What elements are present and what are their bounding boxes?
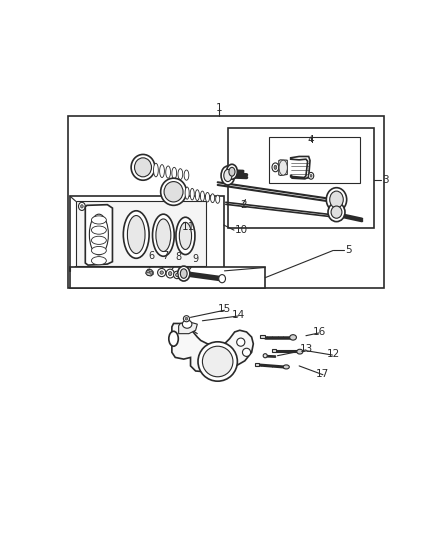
Polygon shape: [172, 324, 253, 372]
Ellipse shape: [156, 219, 171, 252]
Ellipse shape: [326, 188, 346, 212]
Ellipse shape: [297, 349, 303, 354]
Text: 4: 4: [308, 135, 314, 145]
Text: 16: 16: [313, 327, 326, 337]
Polygon shape: [70, 196, 224, 271]
Text: 12: 12: [326, 349, 340, 359]
Bar: [268, 137, 360, 183]
Ellipse shape: [330, 191, 343, 208]
Ellipse shape: [92, 216, 106, 224]
Ellipse shape: [195, 190, 199, 200]
Ellipse shape: [263, 354, 267, 358]
Ellipse shape: [202, 346, 233, 377]
Polygon shape: [146, 269, 153, 276]
Ellipse shape: [152, 214, 174, 256]
Ellipse shape: [182, 320, 192, 328]
Ellipse shape: [92, 256, 106, 265]
Bar: [260, 335, 265, 338]
Ellipse shape: [180, 269, 187, 278]
Ellipse shape: [237, 338, 245, 346]
Ellipse shape: [172, 167, 177, 179]
Ellipse shape: [179, 222, 191, 249]
Ellipse shape: [229, 167, 235, 176]
Polygon shape: [291, 157, 310, 179]
Ellipse shape: [185, 317, 188, 320]
Ellipse shape: [169, 271, 172, 276]
Text: 14: 14: [231, 310, 245, 320]
Text: 15: 15: [218, 304, 231, 314]
Text: 3: 3: [382, 175, 389, 185]
Bar: [68, 116, 384, 288]
Ellipse shape: [279, 160, 287, 175]
Ellipse shape: [178, 266, 190, 281]
Polygon shape: [70, 268, 265, 288]
Ellipse shape: [169, 332, 178, 346]
Ellipse shape: [211, 194, 215, 203]
Ellipse shape: [274, 165, 277, 169]
Ellipse shape: [147, 270, 149, 273]
Ellipse shape: [161, 178, 187, 205]
Ellipse shape: [150, 271, 152, 274]
Ellipse shape: [92, 226, 106, 234]
Ellipse shape: [184, 170, 189, 180]
Ellipse shape: [331, 206, 342, 218]
Ellipse shape: [154, 163, 158, 177]
Text: 8: 8: [176, 252, 182, 262]
Ellipse shape: [166, 166, 170, 178]
Ellipse shape: [160, 271, 163, 274]
Text: 6: 6: [148, 251, 155, 261]
Text: 1: 1: [216, 102, 223, 112]
Ellipse shape: [158, 269, 166, 277]
Ellipse shape: [226, 164, 237, 179]
Ellipse shape: [283, 365, 290, 369]
Ellipse shape: [176, 273, 178, 277]
Text: 9: 9: [193, 254, 199, 264]
Ellipse shape: [308, 172, 314, 179]
Ellipse shape: [124, 211, 149, 259]
Bar: [272, 349, 276, 352]
Ellipse shape: [164, 182, 183, 202]
Ellipse shape: [190, 188, 194, 200]
Bar: [228, 128, 374, 229]
Polygon shape: [279, 160, 287, 175]
Polygon shape: [76, 201, 206, 266]
Ellipse shape: [310, 174, 312, 177]
Ellipse shape: [243, 348, 251, 357]
Text: 17: 17: [316, 369, 329, 379]
Bar: [255, 363, 259, 366]
Ellipse shape: [134, 158, 152, 177]
Text: 7: 7: [162, 251, 168, 261]
Ellipse shape: [89, 214, 108, 255]
Ellipse shape: [127, 215, 145, 254]
Ellipse shape: [173, 271, 180, 279]
Ellipse shape: [78, 203, 85, 211]
Ellipse shape: [221, 166, 235, 185]
Text: 11: 11: [182, 222, 195, 232]
Text: 5: 5: [345, 246, 352, 255]
Ellipse shape: [205, 192, 209, 202]
Polygon shape: [85, 205, 113, 265]
Ellipse shape: [185, 187, 189, 199]
Ellipse shape: [92, 236, 106, 245]
Polygon shape: [179, 322, 197, 334]
Ellipse shape: [131, 155, 155, 180]
Ellipse shape: [219, 274, 226, 282]
Ellipse shape: [92, 246, 106, 255]
Text: 13: 13: [299, 344, 313, 354]
Ellipse shape: [184, 316, 190, 322]
Ellipse shape: [215, 195, 220, 203]
Ellipse shape: [198, 342, 237, 381]
Ellipse shape: [224, 169, 232, 182]
Ellipse shape: [328, 203, 345, 222]
Ellipse shape: [272, 163, 279, 172]
Ellipse shape: [159, 165, 164, 177]
Ellipse shape: [81, 205, 83, 208]
Ellipse shape: [178, 168, 183, 180]
Text: 10: 10: [235, 225, 248, 235]
Ellipse shape: [166, 269, 174, 278]
Ellipse shape: [200, 191, 205, 201]
Ellipse shape: [176, 217, 195, 255]
Ellipse shape: [290, 335, 297, 340]
Text: 2: 2: [240, 200, 247, 209]
